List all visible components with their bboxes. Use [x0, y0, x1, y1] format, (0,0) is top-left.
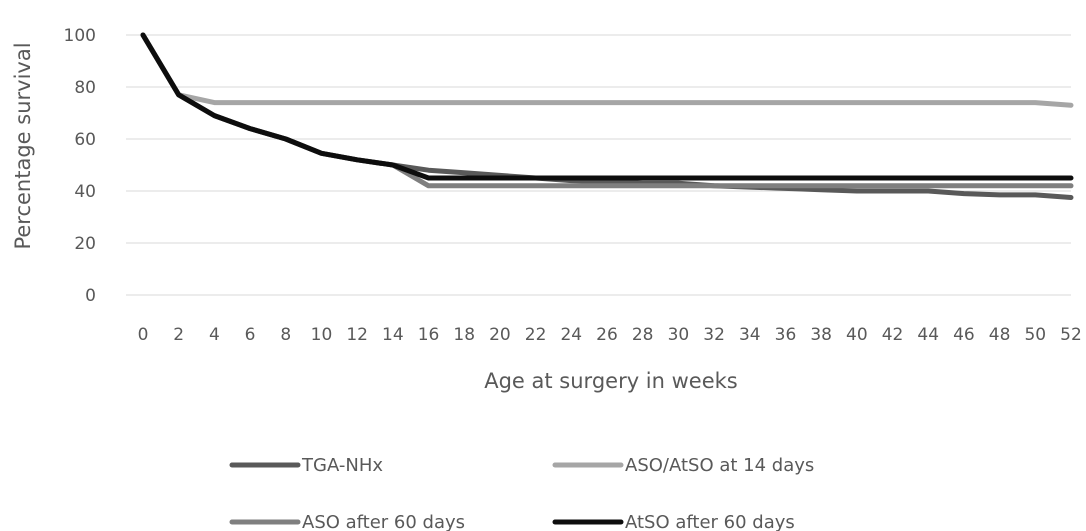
x-tick-label: 16: [418, 325, 440, 345]
x-tick-label: 20: [489, 325, 511, 345]
x-tick-label: 22: [525, 325, 547, 345]
series-line-aso-atso-at-14-days: [140, 32, 1074, 108]
x-tick-label: 42: [882, 325, 904, 345]
x-axis-ticks: 0 2 4 6 8 10 12 14 16 18 20 22 24 26 28 30 32 34 36 38 40 42 4…: [138, 325, 1082, 345]
series-lines: [140, 32, 1074, 200]
x-tick-label: 46: [953, 325, 975, 345]
y-tick-label: 60: [74, 130, 96, 150]
x-tick-label: 38: [810, 325, 832, 345]
y-tick-label: 80: [74, 78, 96, 98]
x-tick-label: 0: [138, 325, 149, 345]
legend-label: ASO/AtSO at 14 days: [625, 455, 814, 476]
x-tick-label: 52: [1060, 325, 1082, 345]
x-tick-label: 12: [346, 325, 368, 345]
x-tick-label: 4: [209, 325, 220, 345]
x-tick-label: 40: [846, 325, 868, 345]
y-axis-title: Percentage survival: [11, 42, 35, 249]
y-tick-label: 0: [85, 286, 96, 306]
series-line-tga-nhx: [140, 32, 1074, 200]
x-tick-label: 36: [775, 325, 797, 345]
y-tick-label: 20: [74, 234, 96, 254]
x-tick-label: 50: [1024, 325, 1046, 345]
y-tick-label: 40: [74, 182, 96, 202]
legend-item: ASO after 60 days: [229, 512, 465, 531]
legend-item: TGA-NHx: [229, 455, 383, 476]
legend-label: ASO after 60 days: [302, 512, 465, 531]
x-tick-label: 28: [632, 325, 654, 345]
x-tick-label: 26: [596, 325, 618, 345]
x-tick-label: 34: [739, 325, 761, 345]
y-axis-ticks: 0 20 40 60 80 100: [64, 26, 96, 306]
x-tick-label: 48: [989, 325, 1011, 345]
gridlines: [126, 34, 1071, 296]
x-tick-label: 30: [668, 325, 690, 345]
legend-item: ASO/AtSO at 14 days: [552, 455, 814, 476]
legend-item: AtSO after 60 days: [552, 512, 795, 531]
x-tick-label: 24: [560, 325, 582, 345]
x-tick-label: 44: [917, 325, 939, 345]
series-line-aso-after-60-days: [140, 32, 1074, 189]
x-axis-title: Age at surgery in weeks: [484, 369, 738, 393]
x-tick-label: 32: [703, 325, 725, 345]
series-line-atso-after-60-days: [140, 32, 1074, 181]
x-tick-label: 10: [311, 325, 333, 345]
y-tick-label: 100: [64, 26, 96, 46]
x-tick-label: 8: [280, 325, 291, 345]
x-tick-label: 14: [382, 325, 404, 345]
legend: TGA-NHx ASO/AtSO at 14 days ASO after 60 d…: [229, 455, 814, 531]
x-tick-label: 2: [173, 325, 184, 345]
legend-label: TGA-NHx: [301, 455, 383, 476]
x-tick-label: 18: [453, 325, 475, 345]
x-tick-label: 6: [245, 325, 256, 345]
legend-label: AtSO after 60 days: [625, 512, 795, 531]
